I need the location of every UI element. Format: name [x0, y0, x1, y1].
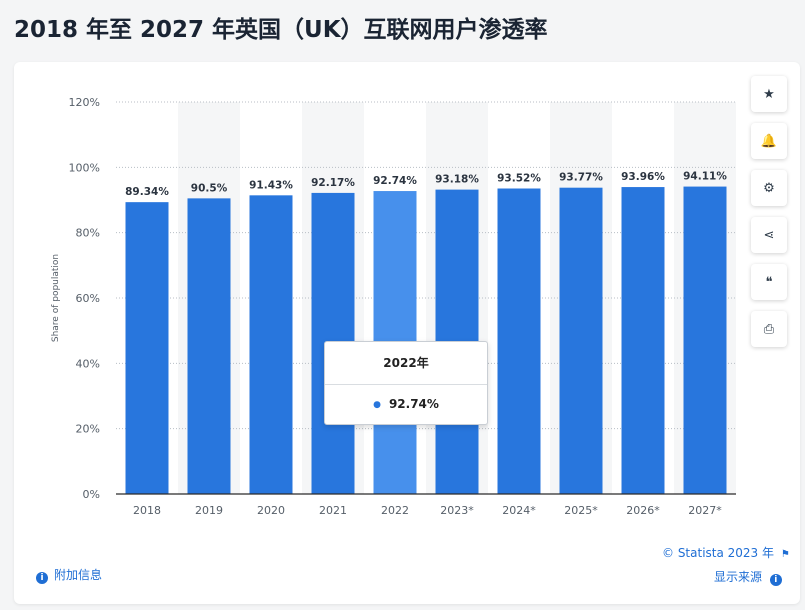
credit-text: © Statista 2023 年 — [662, 546, 775, 560]
y-tick-label: 120% — [69, 96, 100, 109]
x-tick-label: 2026* — [626, 504, 660, 517]
data-label: 92.74% — [373, 175, 417, 187]
star-icon: ★ — [763, 86, 775, 102]
data-label: 89.34% — [125, 186, 169, 198]
data-label: 93.96% — [621, 171, 665, 183]
tooltip-row: ● 92.74% — [325, 385, 487, 423]
bar-chart: 0% 20% 40% 60% 80% 100% 120% Share of populatio… — [51, 96, 736, 517]
x-tick-label: 2022 — [381, 504, 409, 517]
show-source-link[interactable]: 显示来源 i — [714, 568, 782, 586]
x-tick-label: 2024* — [502, 504, 536, 517]
x-tick-label: 2025* — [564, 504, 598, 517]
data-label: 93.52% — [497, 173, 541, 185]
cite-button[interactable]: ❝ — [751, 264, 787, 300]
y-tick-label: 0% — [83, 488, 100, 501]
chart-tooltip: 2022年 ● 92.74% — [324, 341, 488, 425]
data-label: 93.18% — [435, 174, 479, 186]
quote-icon: ❝ — [765, 274, 773, 290]
x-tick-label: 2020 — [257, 504, 285, 517]
data-label: 91.43% — [249, 179, 293, 191]
flag-icon: ⚑ — [780, 549, 790, 560]
bar — [125, 202, 169, 494]
additional-info-label: 附加信息 — [54, 568, 103, 582]
y-tick-label: 100% — [69, 161, 100, 174]
share-button[interactable]: ⋖ — [751, 217, 787, 253]
additional-info-link[interactable]: i 附加信息 — [36, 566, 102, 584]
notify-button[interactable]: 🔔 — [751, 123, 787, 159]
settings-button[interactable]: ⚙ — [751, 170, 787, 206]
info-icon: i — [769, 574, 782, 586]
data-label: 93.77% — [559, 172, 603, 184]
bar — [683, 186, 727, 494]
y-tick-label: 40% — [76, 357, 100, 370]
tooltip-value: 92.74% — [388, 397, 439, 411]
bar — [621, 187, 665, 494]
series-dot-icon: ● — [373, 399, 381, 410]
data-label: 92.17% — [311, 177, 355, 189]
print-icon: ⎙ — [763, 321, 775, 337]
bar — [187, 198, 231, 494]
bar — [249, 195, 293, 494]
statista-credit-link[interactable]: © Statista 2023 年 ⚑ — [662, 544, 790, 561]
y-tick-label: 80% — [76, 227, 100, 240]
bar — [497, 188, 541, 494]
x-tick-label: 2019 — [195, 504, 223, 517]
y-tick-label: 20% — [76, 423, 100, 436]
tooltip-title: 2022年 — [325, 342, 487, 385]
x-tick-label: 2021 — [319, 504, 347, 517]
info-icon: i — [36, 572, 48, 584]
x-tick-label: 2023* — [440, 504, 474, 517]
chart-card: 0% 20% 40% 60% 80% 100% 120% Share of populatio… — [14, 62, 800, 604]
data-label: 94.11% — [683, 171, 727, 183]
data-label: 90.5% — [191, 182, 228, 194]
favorite-button[interactable]: ★ — [751, 76, 787, 112]
x-tick-label: 2027* — [688, 504, 722, 517]
gear-icon: ⚙ — [763, 180, 775, 196]
show-source-label: 显示来源 — [714, 570, 763, 584]
y-tick-label: 60% — [76, 292, 100, 305]
print-button[interactable]: ⎙ — [751, 311, 787, 347]
y-axis-label: Share of population — [51, 254, 61, 342]
share-icon: ⋖ — [763, 227, 775, 243]
bar — [559, 187, 603, 494]
page-title: 2018 年至 2027 年英国（UK）互联网用户渗透率 — [14, 17, 548, 43]
bell-icon: 🔔 — [760, 133, 778, 149]
x-tick-label: 2018 — [133, 504, 161, 517]
